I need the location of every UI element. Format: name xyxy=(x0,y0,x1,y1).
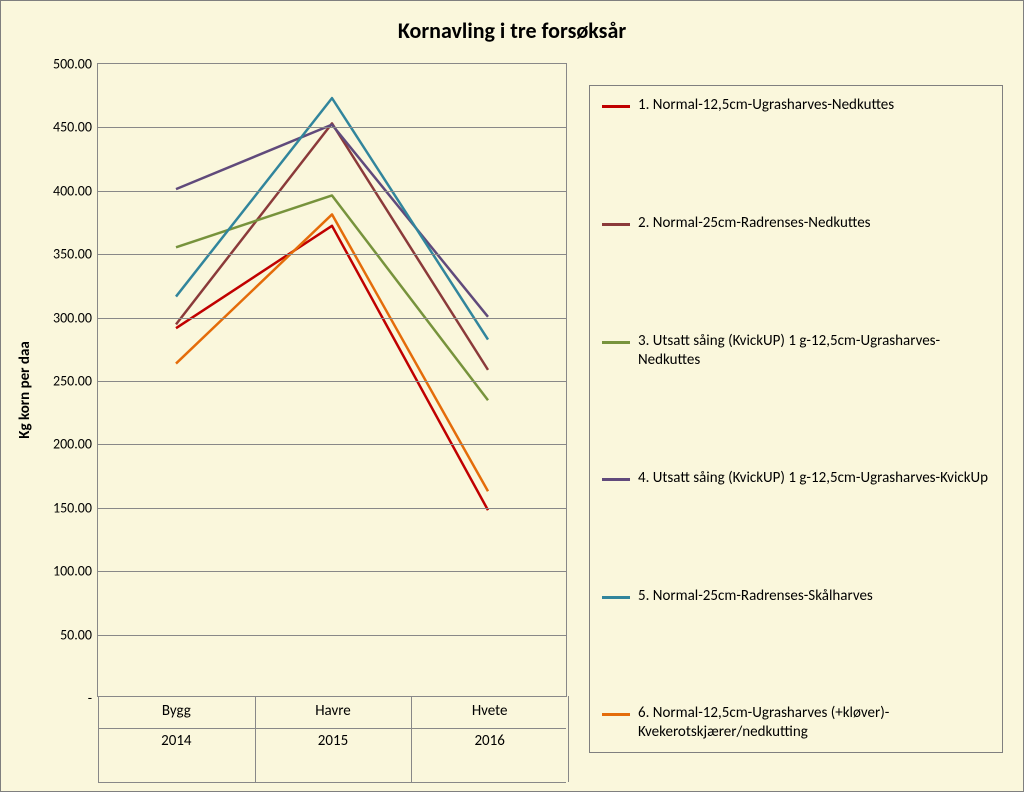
y-tick-label: 300.00 xyxy=(53,309,92,326)
chart-container: Kornavling i tre forsøksår Kg korn per d… xyxy=(0,0,1024,792)
category-year-label: 2015 xyxy=(255,732,412,750)
series-line-6 xyxy=(176,214,488,491)
y-tick-label: 200.00 xyxy=(53,436,92,453)
category-column: Bygg 2014 xyxy=(98,696,255,750)
series-line-5 xyxy=(176,98,488,339)
category-year-label: 2014 xyxy=(98,732,255,750)
legend-label: 1. Normal-12,5cm-Ugrasharves-Nedkuttes xyxy=(638,96,990,115)
legend-swatch xyxy=(602,223,630,226)
grid-line xyxy=(98,127,566,128)
y-tick-label: - xyxy=(88,690,92,707)
legend-item: 3. Utsatt såing (KvickUP) 1 g-12,5cm-Ugr… xyxy=(602,332,990,370)
grid-line xyxy=(98,318,566,319)
category-column: Havre 2015 xyxy=(255,696,412,750)
legend: 1. Normal-12,5cm-Ugrasharves-Nedkuttes 2.… xyxy=(589,85,1003,753)
legend-label: 4. Utsatt såing (KvickUP) 1 g-12,5cm-Ugr… xyxy=(638,469,990,488)
category-axis-bottom xyxy=(98,782,566,783)
y-tick-label: 250.00 xyxy=(53,373,92,390)
category-sub-label: Havre xyxy=(255,702,412,720)
legend-item: 5. Normal-25cm-Radrenses-Skålharves xyxy=(602,587,990,606)
category-column: Hvete 2016 xyxy=(411,696,568,750)
y-tick-label: 350.00 xyxy=(53,246,92,263)
line-series-layer xyxy=(98,64,566,696)
grid-line xyxy=(98,191,566,192)
category-year-label: 2016 xyxy=(411,732,568,750)
legend-item: 2. Normal-25cm-Radrenses-Nedkuttes xyxy=(602,214,990,233)
y-tick-label: 450.00 xyxy=(53,119,92,136)
y-tick-label: 400.00 xyxy=(53,182,92,199)
grid-line xyxy=(98,444,566,445)
grid-line xyxy=(98,635,566,636)
y-tick-label: 150.00 xyxy=(53,499,92,516)
legend-swatch xyxy=(602,713,630,716)
grid-line xyxy=(98,381,566,382)
category-divider xyxy=(568,696,569,782)
legend-swatch xyxy=(602,105,630,108)
legend-swatch xyxy=(602,341,630,344)
category-sub-label: Hvete xyxy=(411,702,568,720)
grid-line xyxy=(98,254,566,255)
legend-item: 1. Normal-12,5cm-Ugrasharves-Nedkuttes xyxy=(602,96,990,115)
legend-label: 5. Normal-25cm-Radrenses-Skålharves xyxy=(638,587,990,606)
y-tick-label: 500.00 xyxy=(53,56,92,73)
chart-title: Kornavling i tre forsøksår xyxy=(1,17,1023,44)
y-tick-label: 50.00 xyxy=(60,626,92,643)
series-line-2 xyxy=(176,123,488,369)
legend-label: 2. Normal-25cm-Radrenses-Nedkuttes xyxy=(638,214,990,233)
legend-swatch xyxy=(602,478,630,481)
y-axis-label: Kg korn per daa xyxy=(16,330,34,450)
category-sub-label: Bygg xyxy=(98,702,255,720)
legend-label: 3. Utsatt såing (KvickUP) 1 g-12,5cm-Ugr… xyxy=(638,332,990,370)
series-line-4 xyxy=(176,125,488,317)
legend-label: 6. Normal-12,5cm-Ugrasharves (+kløver)-K… xyxy=(638,704,990,742)
y-tick-label: 100.00 xyxy=(53,563,92,580)
legend-item: 6. Normal-12,5cm-Ugrasharves (+kløver)-K… xyxy=(602,704,990,742)
grid-line xyxy=(98,571,566,572)
grid-line xyxy=(98,508,566,509)
plot-area: -50.00100.00150.00200.00250.00300.00350.… xyxy=(97,63,567,697)
legend-item: 4. Utsatt såing (KvickUP) 1 g-12,5cm-Ugr… xyxy=(602,469,990,488)
legend-swatch xyxy=(602,596,630,599)
